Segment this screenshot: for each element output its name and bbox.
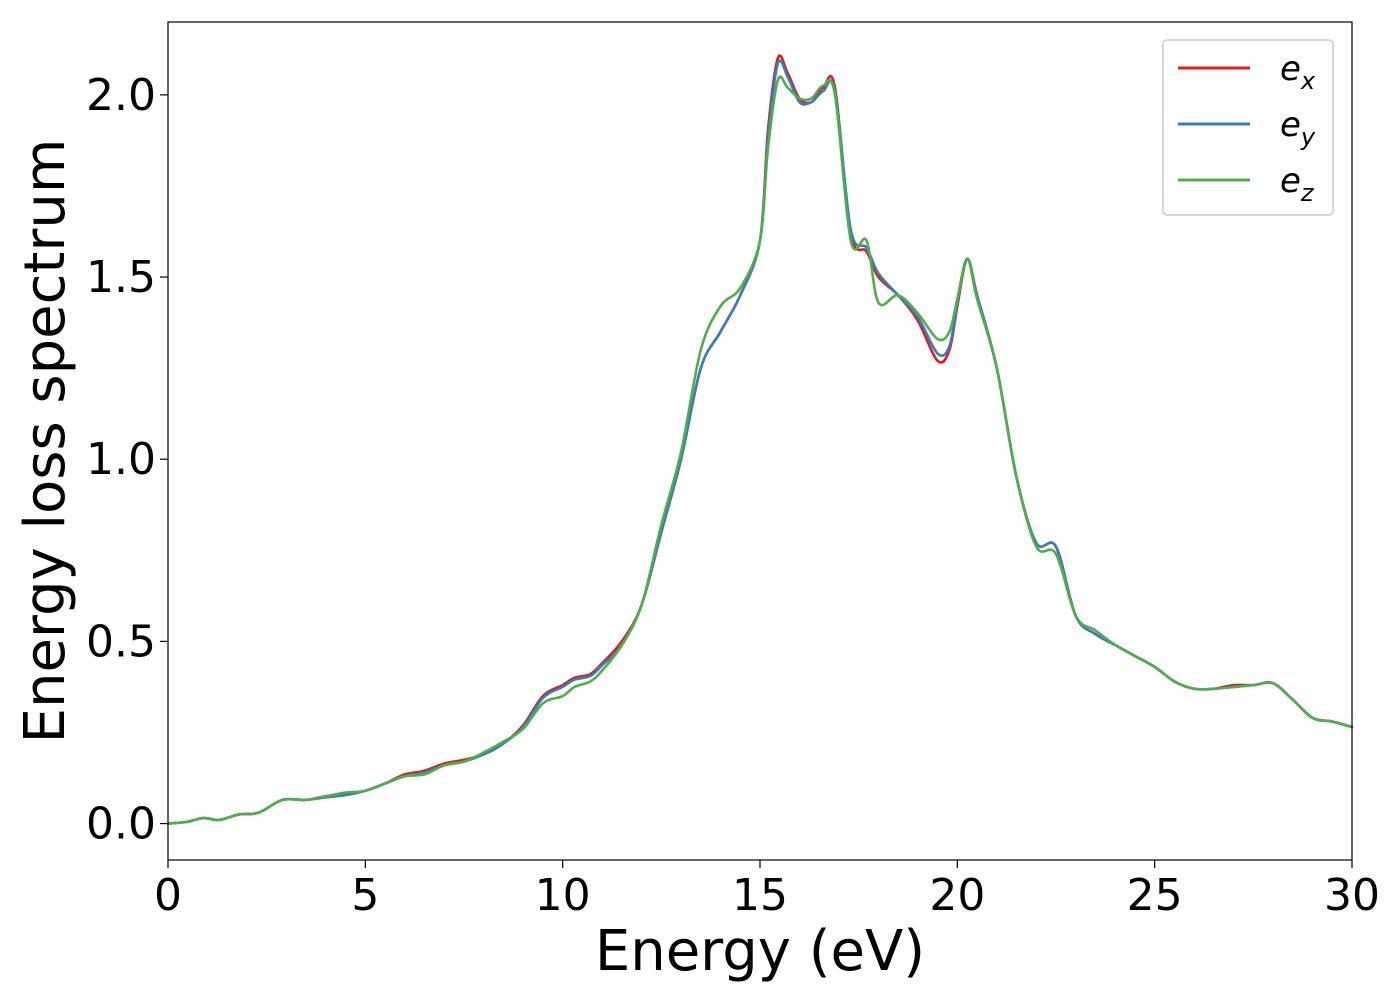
legend-label-subscript: x xyxy=(1300,67,1316,95)
x-tick-label: 20 xyxy=(929,870,985,921)
legend-label-x: ex xyxy=(1280,49,1316,95)
y-tick-label: 2.0 xyxy=(86,70,156,121)
series-layer xyxy=(166,54,1354,825)
legend-label-y: ey xyxy=(1280,105,1316,151)
legend-label-base: e xyxy=(1280,49,1301,89)
legend-label-base: e xyxy=(1280,105,1301,145)
x-tick-label: 5 xyxy=(351,870,379,921)
x-tick-label: 0 xyxy=(154,870,182,921)
legend-label-subscript: z xyxy=(1300,179,1315,207)
y-tick-label: 1.0 xyxy=(86,434,156,485)
x-axis-label: Energy (eV) xyxy=(595,919,925,984)
x-axis-ticks: 0 5 10 15 20 25 30 xyxy=(154,860,1380,921)
y-tick-label: 1.5 xyxy=(86,252,156,303)
plot-background xyxy=(168,22,1352,860)
y-axis-label: Energy loss spectrum xyxy=(13,139,78,744)
x-tick-label: 25 xyxy=(1127,870,1183,921)
x-tick-label: 15 xyxy=(732,870,788,921)
legend-label-base: e xyxy=(1280,161,1301,201)
x-tick-label: 30 xyxy=(1324,870,1380,921)
legend-label-subscript: y xyxy=(1300,123,1316,151)
y-axis-ticks: 0.0 0.5 1.0 1.5 2.0 xyxy=(86,70,168,850)
legend-frame xyxy=(1162,39,1334,216)
y-tick-label: 0.5 xyxy=(86,616,156,667)
x-tick-label: 10 xyxy=(535,870,591,921)
series-line-z xyxy=(166,75,1354,825)
legend-label-z: ez xyxy=(1280,161,1315,207)
y-tick-label: 0.0 xyxy=(86,799,156,850)
